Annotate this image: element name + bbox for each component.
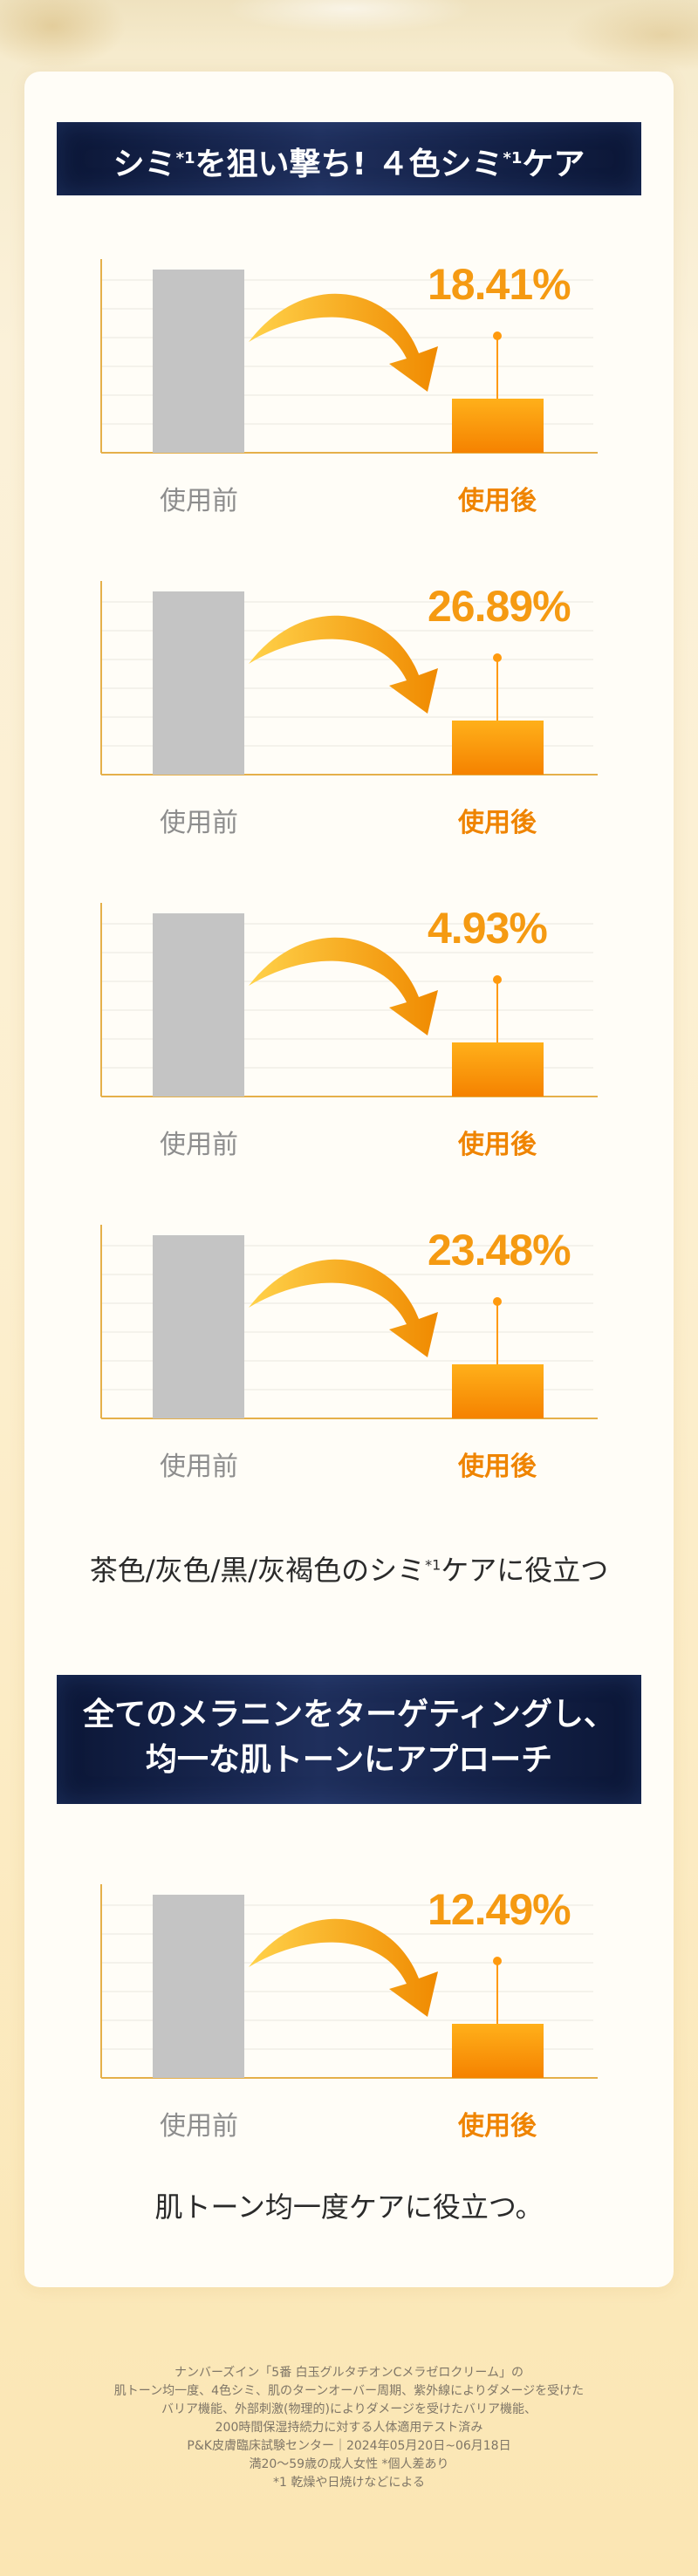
caption1-text-before: 茶色/灰色/黒/灰褐色のシミ: [89, 1554, 426, 1587]
chart-3-svg: [100, 903, 598, 1097]
chart-2-value-label: 26.89%: [428, 582, 571, 631]
caption-four-color-spots: 茶色/灰色/黒/灰褐色のシミ*1ケアに役立つ: [24, 1548, 674, 1589]
value-pin-dot: [493, 1957, 502, 1965]
footnote: ナンバーズイン「5番 白玉グルタチオンCメラゼロクリーム」の肌トーン均一度、4色…: [87, 2364, 611, 2492]
banner-melanin: 全てのメラニンをターゲティングし、 均一な肌トーンにアプローチ: [57, 1675, 641, 1804]
footnote-line: *1 乾燥や日焼けなどによる: [273, 2476, 425, 2490]
caption1-text-after: ケアに役立つ: [441, 1554, 609, 1587]
chart-2-svg: [100, 581, 598, 776]
bar-after: [452, 1364, 544, 1418]
bar-after: [452, 1042, 544, 1097]
chart-1-after-label: 使用後: [458, 486, 537, 516]
arrow-shape: [249, 1259, 438, 1357]
value-pin-dot: [493, 975, 502, 984]
banner1-text-after: ケア: [522, 147, 585, 182]
chart-1-svg: [100, 259, 598, 454]
chart-3-before-label: 使用前: [160, 1130, 238, 1160]
banner-four-color-spots: シミ*1を狙い撃ち! ４色シミ*1ケア: [57, 122, 641, 195]
bar-before: [153, 913, 244, 1097]
chart-3: 4.93% 使用前 使用後: [96, 903, 602, 1204]
arrow-shape: [249, 293, 438, 392]
bar-before: [153, 591, 244, 775]
banner1-sup1: *1: [175, 149, 195, 167]
banner1-sup2: *1: [503, 149, 523, 167]
content-card: [24, 72, 674, 2287]
chart-5-before-label: 使用前: [160, 2111, 238, 2142]
value-pin-dot: [493, 653, 502, 662]
arrow-shape: [249, 1918, 438, 2017]
chart-1-value-label: 18.41%: [428, 260, 571, 309]
caption-skin-tone: 肌トーン均一度ケアに役立つ。: [24, 2185, 674, 2225]
bar-before: [153, 1235, 244, 1418]
value-pin-dot: [493, 1297, 502, 1306]
chart-1-before-label: 使用前: [160, 486, 238, 516]
caption1-sup: *1: [425, 1556, 441, 1574]
footnote-line: 200時間保湿持続力に対する人体適用テスト済み: [215, 2421, 483, 2435]
chart-1: 18.41% 使用前 使用後: [96, 259, 602, 560]
chart-5: 12.49% 使用前 使用後: [96, 1884, 602, 2185]
banner2-line1: 全てのメラニンをターゲティングし、: [83, 1697, 615, 1732]
chart-4: 23.48% 使用前 使用後: [96, 1225, 602, 1526]
chart-2: 26.89% 使用前 使用後: [96, 581, 602, 882]
bar-after: [452, 2024, 544, 2078]
value-pin-dot: [493, 331, 502, 340]
bar-before: [153, 270, 244, 453]
chart-4-value-label: 23.48%: [428, 1226, 571, 1274]
footnote-line: ナンバーズイン「5番 白玉グルタチオンCメラゼロクリーム」の: [174, 2366, 524, 2380]
chart-5-value-label: 12.49%: [428, 1885, 571, 1934]
chart-2-after-label: 使用後: [458, 808, 537, 838]
chart-3-after-label: 使用後: [458, 1130, 537, 1160]
bar-after: [452, 399, 544, 453]
chart-3-value-label: 4.93%: [428, 904, 548, 953]
banner1-text-before: シミ: [113, 147, 176, 182]
chart-4-after-label: 使用後: [458, 1452, 537, 1482]
bar-before: [153, 1895, 244, 2078]
footnote-line: バリア機能、外部刺激(物理的)によりダメージを受けたバリア機能、: [161, 2402, 537, 2416]
chart-4-before-label: 使用前: [160, 1452, 238, 1482]
footnote-line: 満20～59歳の成人女性 *個人差あり: [249, 2457, 449, 2471]
chart-2-before-label: 使用前: [160, 808, 238, 838]
bar-after: [452, 721, 544, 775]
caption2-text: 肌トーン均一度ケアに役立つ。: [154, 2190, 544, 2224]
banner2-line2: 均一な肌トーンにアプローチ: [145, 1742, 553, 1778]
chart-4-svg: [100, 1225, 598, 1419]
banner1-text-middle: を狙い撃ち! ４色シミ: [195, 147, 503, 182]
footnote-line: P&K皮膚臨床試験センター｜2024年05月20日~06月18日: [187, 2439, 511, 2453]
arrow-shape: [249, 615, 438, 714]
chart-5-svg: [100, 1884, 598, 2079]
chart-5-after-label: 使用後: [458, 2111, 537, 2142]
footnote-line: 肌トーン均一度、4色シミ、肌のターンオーバー周期、紫外線によりダメージを受けた: [113, 2384, 585, 2398]
arrow-shape: [249, 937, 438, 1035]
